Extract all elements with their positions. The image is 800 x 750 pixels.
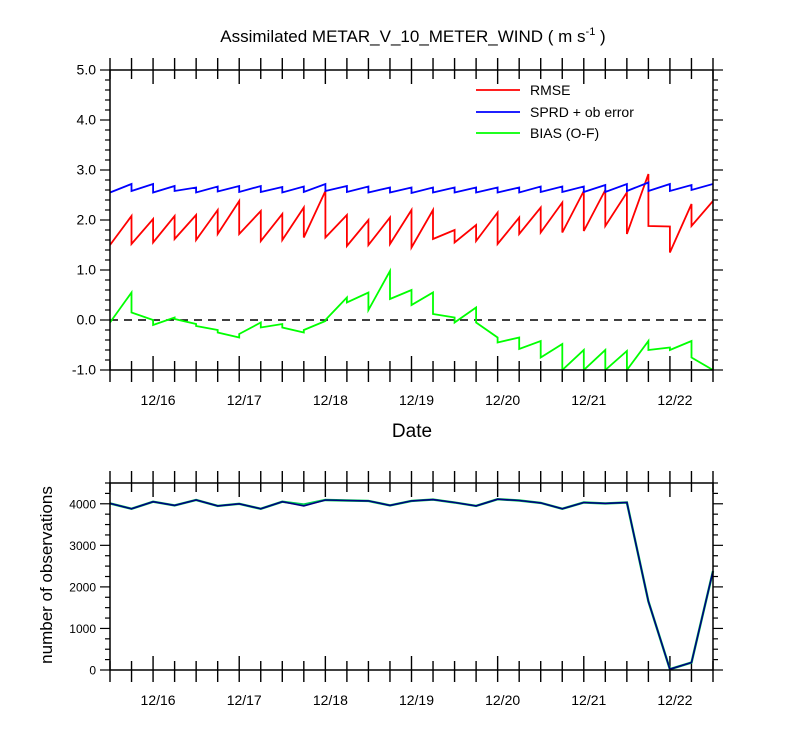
x-tick-label: 12/18 [313, 692, 348, 708]
rmse-series-line [110, 173, 713, 253]
y-axis-label-observations: number of observations [37, 486, 56, 664]
x-tick-label: 12/19 [399, 692, 434, 708]
x-tick-label: 12/20 [485, 692, 520, 708]
top-series-group [110, 173, 713, 370]
y-tick-label: 5.0 [77, 62, 97, 78]
top-chart: Assimilated METAR_V_10_METER_WIND ( m s-… [72, 26, 723, 442]
y-tick-label: -1.0 [72, 362, 96, 378]
x-tick-label: 12/18 [313, 392, 348, 408]
y-tick-label: 1.0 [77, 262, 97, 278]
x-tick-label: 12/16 [141, 392, 176, 408]
x-tick-label: 12/21 [571, 392, 606, 408]
y-tick-label: 0.0 [77, 312, 97, 328]
x-tick-label: 12/17 [227, 692, 262, 708]
bottom-x-tick-labels: 12/16 12/17 12/18 12/19 12/20 12/21 12/22 [141, 692, 693, 708]
y-tick-label: 1000 [69, 622, 96, 636]
x-tick-label: 12/19 [399, 392, 434, 408]
x-tick-label: 12/17 [227, 392, 262, 408]
observations-used-line [109, 498, 714, 671]
chart-title: Assimilated METAR_V_10_METER_WIND ( m s-… [220, 26, 605, 46]
observations-possible-line [109, 497, 715, 671]
x-tick-label: 12/22 [657, 692, 692, 708]
y-tick-label: 4000 [69, 497, 96, 511]
y-tick-label: 2.0 [77, 212, 97, 228]
y-tick-label: 2000 [69, 580, 96, 594]
legend-label-rmse: RMSE [530, 82, 570, 98]
x-tick-label: 12/22 [657, 392, 692, 408]
chart-title-sup: -1 [586, 26, 596, 38]
bias-series-line [110, 267, 713, 370]
chart-title-end: ) [595, 27, 605, 46]
top-plot-frame [109, 69, 714, 371]
top-y-tick-labels: -1.0 0.0 1.0 2.0 3.0 4.0 5.0 [72, 62, 96, 378]
legend-label-sprd: SPRD + ob error [530, 104, 634, 120]
x-tick-label: 12/16 [141, 692, 176, 708]
top-axes-ticks [100, 58, 723, 382]
y-tick-label: 0 [89, 664, 96, 678]
top-x-tick-labels: 12/16 12/17 12/18 12/19 12/20 12/21 12/22 [141, 392, 693, 408]
sprd-series-line [110, 181, 713, 195]
bottom-y-tick-labels: 0 1000 2000 3000 4000 [69, 497, 96, 677]
y-tick-label: 3000 [69, 539, 96, 553]
bottom-series-group [109, 497, 715, 671]
bottom-plot-frame [109, 482, 714, 671]
bottom-axes-ticks [100, 471, 723, 682]
x-axis-label: Date [392, 421, 432, 442]
y-tick-label: 3.0 [77, 162, 97, 178]
legend: RMSE SPRD + ob error BIAS (O-F) [476, 82, 634, 141]
legend-label-bias: BIAS (O-F) [530, 125, 599, 141]
x-tick-label: 12/21 [571, 692, 606, 708]
y-tick-label: 4.0 [77, 112, 97, 128]
x-tick-label: 12/20 [485, 392, 520, 408]
